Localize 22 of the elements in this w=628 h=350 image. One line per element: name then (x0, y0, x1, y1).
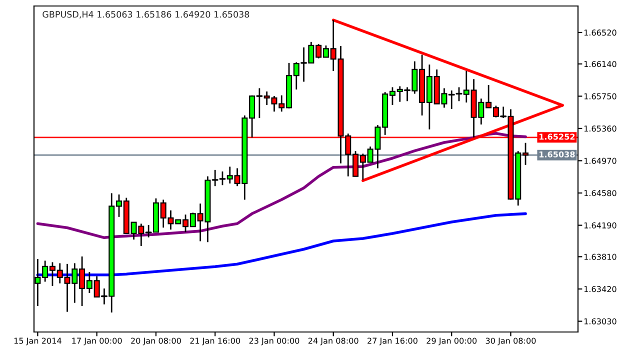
x-tick-label: 30 Jan 08:00 (486, 338, 536, 346)
y-tick-label: 1.63810 (584, 254, 616, 260)
y-tick-label: 1.63030 (584, 318, 616, 324)
x-tick-label: 15 Jan 2014 (14, 338, 62, 346)
ref-line-label: 1.65038 (540, 151, 575, 158)
y-tick-label: 1.64190 (584, 222, 616, 228)
y-tick-label: 1.64580 (584, 190, 616, 196)
x-tick-label: 21 Jan 16:00 (190, 338, 240, 346)
y-tick-label: 1.65750 (584, 93, 616, 100)
x-tick-label: 29 Jan 00:00 (426, 338, 477, 346)
x-tick-label: 20 Jan 08:00 (131, 338, 181, 346)
text: GBPUSD,H4 1.65063 1.65186 1.64920 1.65038 (42, 11, 250, 19)
ref-line-label: 1.65252 (540, 134, 575, 140)
x-tick-label: 24 Jan 08:00 (308, 338, 358, 346)
y-tick-label: 1.63420 (584, 286, 616, 292)
x-tick-label: 23 Jan 00:00 (249, 338, 300, 346)
x-tick-label: 17 Jan 00:00 (72, 338, 122, 346)
y-tick-label: 1.66140 (584, 61, 616, 68)
y-tick-label: 1.66520 (584, 30, 616, 36)
y-tick-label: 1.65360 (584, 126, 616, 132)
x-tick-label: 27 Jan 16:00 (368, 338, 418, 346)
y-tick-label: 1.64970 (584, 158, 616, 164)
